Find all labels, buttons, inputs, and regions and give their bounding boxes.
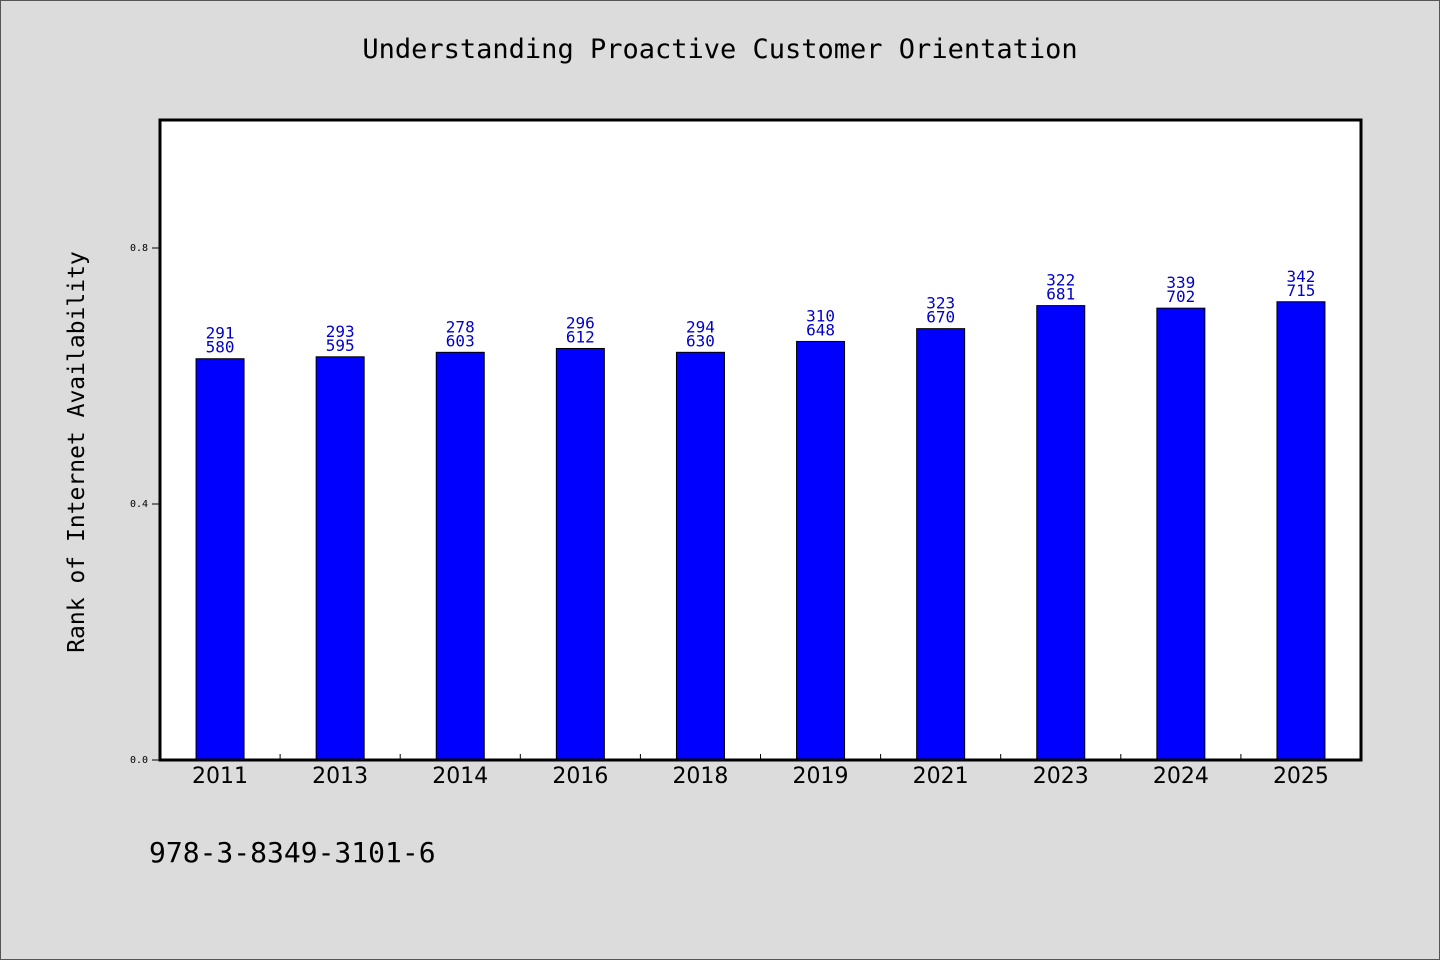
data-label-bottom: 595 <box>326 336 355 355</box>
data-label-top: 294 <box>686 317 715 336</box>
bar <box>916 328 966 761</box>
data-label-top: 322 <box>1046 271 1075 290</box>
bar <box>1276 301 1326 761</box>
x-tick-label: 2024 <box>1153 764 1209 789</box>
bar <box>1036 305 1086 761</box>
bar <box>315 356 365 761</box>
data-label-top: 339 <box>1166 273 1195 292</box>
data-label-bottom: 670 <box>926 308 955 327</box>
x-tick-label: 2019 <box>793 764 849 789</box>
y-tick-label: 0.0 <box>130 755 148 766</box>
footer-code: 978-3-8349-3101-6 <box>149 836 436 869</box>
x-tick-label: 2011 <box>192 764 248 789</box>
y-tick-label: 0.4 <box>130 499 148 510</box>
data-label-bottom: 702 <box>1166 287 1195 306</box>
data-label-bottom: 580 <box>206 338 235 357</box>
data-label-top: 291 <box>206 324 235 343</box>
x-tick-label: 2013 <box>312 764 368 789</box>
data-label-top: 296 <box>566 313 595 332</box>
data-label-top: 342 <box>1286 267 1315 286</box>
x-tick-label: 2014 <box>432 764 488 789</box>
data-label-bottom: 715 <box>1286 281 1315 300</box>
y-tick-label: 0.8 <box>130 243 148 254</box>
data-label-bottom: 603 <box>446 331 475 350</box>
data-label-bottom: 630 <box>686 331 715 350</box>
data-label-bottom: 681 <box>1046 285 1075 304</box>
bar <box>675 351 725 761</box>
plot-border <box>158 118 1363 762</box>
x-tick-label: 2018 <box>672 764 728 789</box>
bar <box>796 340 846 761</box>
chart-title: Understanding Proactive Customer Orienta… <box>362 34 1078 65</box>
x-tick-label: 2025 <box>1273 764 1329 789</box>
data-label-top: 293 <box>326 322 355 341</box>
bar <box>555 347 605 761</box>
data-label-bottom: 612 <box>566 327 595 346</box>
x-tick-label: 2021 <box>913 764 969 789</box>
data-label-top: 323 <box>926 294 955 313</box>
x-tick-label: 2023 <box>1033 764 1089 789</box>
data-label-top: 310 <box>806 306 835 325</box>
bar <box>195 358 245 761</box>
x-tick-label: 2016 <box>552 764 608 789</box>
data-label-top: 278 <box>446 317 475 336</box>
bar <box>1156 307 1206 761</box>
bar <box>435 351 485 761</box>
data-label-bottom: 648 <box>806 320 835 339</box>
